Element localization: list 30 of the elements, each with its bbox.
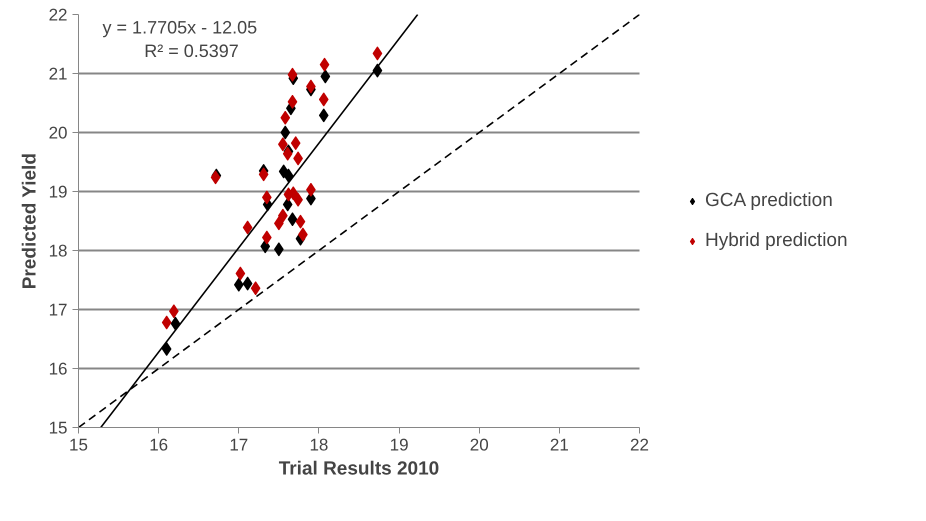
annotation: R² = 0.5397 <box>144 41 239 62</box>
annotation: y = 1.7705x - 12.05 <box>102 17 258 38</box>
point <box>282 197 293 212</box>
x-tick-label: 18 <box>309 436 328 454</box>
x-tick-label: 16 <box>149 436 168 454</box>
y-axis-title: Predicted Yield <box>20 153 41 290</box>
point <box>290 136 301 150</box>
x-tick-label: 15 <box>69 436 88 454</box>
point <box>282 146 293 161</box>
y-tick-label: 18 <box>48 242 68 260</box>
y-tick-label: 22 <box>48 6 68 24</box>
y-tick-label: 16 <box>48 360 68 378</box>
x-tick-label: 21 <box>550 436 569 454</box>
point <box>234 278 244 292</box>
point <box>318 108 329 122</box>
x-axis-title: Trial Results 2010 <box>278 458 440 480</box>
y-tick-label: 20 <box>48 124 68 142</box>
point <box>280 110 290 125</box>
x-tick-label: 20 <box>470 436 489 454</box>
legend-label: Hybrid prediction <box>705 230 848 252</box>
legend-label: GCA prediction <box>705 190 833 212</box>
point <box>280 126 290 140</box>
x-tick-label: 17 <box>229 436 248 454</box>
y-tick-label: 19 <box>48 182 68 202</box>
y-tick-label: 17 <box>48 300 68 320</box>
y-tick-label: 21 <box>48 64 68 84</box>
x-tick-label: 22 <box>630 436 649 454</box>
x-tick-label: 19 <box>390 436 409 454</box>
point <box>318 92 329 106</box>
y-tick-label: 15 <box>48 418 68 438</box>
